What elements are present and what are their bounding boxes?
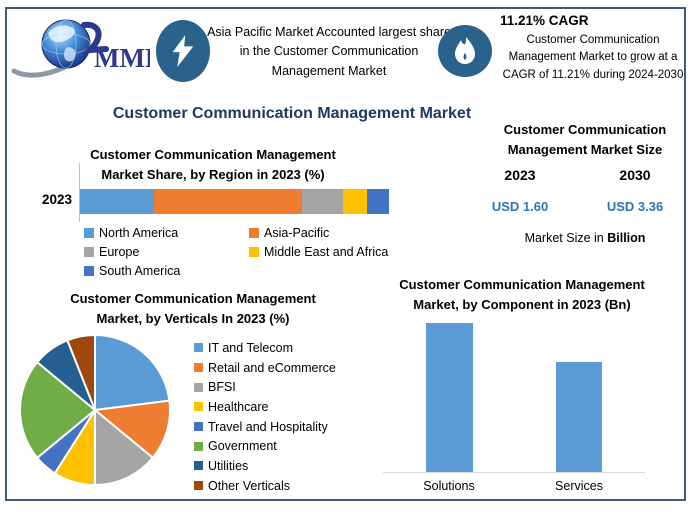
region-bar-segment-europe	[302, 189, 343, 214]
pie-slice-other-verticals	[66, 334, 96, 411]
bar-services	[556, 362, 602, 472]
verticals-pie-chart	[19, 334, 171, 486]
cagr-heading: 11.21% CAGR	[500, 13, 589, 28]
logo-two-swoosh	[81, 21, 109, 54]
page-title: Customer Communication Management Market	[112, 105, 472, 122]
verticals-chart-legend: IT and Telecom Retail and eCommerce BFSI He…	[194, 338, 384, 496]
legend-marker	[194, 343, 203, 353]
legend-marker	[249, 228, 259, 238]
legend-marker	[84, 228, 94, 238]
legend-item-it-and-telecom: IT and Telecom	[194, 338, 384, 358]
legend-marker	[194, 402, 203, 412]
market-size-year-2023: 2023	[504, 167, 536, 183]
pie-slice-government	[19, 361, 96, 459]
region-chart-legend: North America Asia-Pacific Europe Middle Ea…	[84, 226, 414, 278]
legend-marker	[194, 422, 203, 432]
verticals-chart-title: Customer Communication Management Market…	[70, 291, 316, 326]
component-bar-chart	[383, 308, 645, 473]
region-chart-category-label: 2023	[41, 192, 72, 207]
region-bar-segment-north-america	[80, 189, 155, 214]
legend-marker	[84, 266, 94, 276]
cagr-description: Customer Communication Management Market…	[502, 34, 684, 81]
legend-item-europe: Europe	[84, 245, 249, 259]
legend-item-retail-and-ecommerce: Retail and eCommerce	[194, 358, 384, 378]
legend-marker	[194, 441, 203, 451]
legend-label: Government	[208, 439, 277, 454]
header-highlight-text: Asia Pacific Market Accounted largest sh…	[207, 24, 451, 78]
component-chart-title: Customer Communication Management Market…	[399, 277, 645, 312]
legend-item-healthcare: Healthcare	[194, 397, 384, 417]
component-category-solutions: Solutions	[423, 479, 475, 493]
region-bar-segment-asia-pacific	[154, 189, 303, 214]
region-bar-segment-south-america	[367, 189, 389, 214]
legend-marker	[249, 247, 259, 257]
market-size-year-2030: 2030	[619, 167, 651, 183]
legend-label: Middle East and Africa	[264, 245, 389, 259]
market-size-title: Customer Communication Management Market…	[503, 122, 667, 157]
legend-label: Travel and Hospitality	[208, 419, 328, 434]
header-highlight: Asia Pacific Market Accounted largest sh…	[204, 18, 454, 86]
lightning-badge	[156, 20, 210, 82]
market-size-note: Market Size in Billion	[524, 231, 646, 245]
legend-item-north-america: North America	[84, 226, 249, 240]
legend-marker	[194, 382, 203, 392]
logo-text: MMR	[94, 43, 150, 73]
legend-label: IT and Telecom	[208, 340, 294, 355]
region-bar-segment-middle-east-and-africa	[342, 189, 368, 214]
pie-slice-bfsi	[94, 409, 154, 486]
legend-item-asia-pacific: Asia-Pacific	[249, 226, 414, 240]
flame-badge	[438, 25, 492, 77]
legend-item-travel-and-hospitality: Travel and Hospitality	[194, 417, 384, 437]
legend-label: Retail and eCommerce	[208, 360, 336, 375]
legend-marker	[194, 481, 203, 491]
legend-label: Healthcare	[208, 399, 269, 414]
legend-label: BFSI	[208, 380, 236, 395]
legend-marker	[194, 363, 203, 373]
legend-item-middle-east-and-africa: Middle East and Africa	[249, 245, 414, 259]
lightning-icon	[172, 35, 194, 67]
pie-slice-retail-and-ecommerce	[94, 399, 171, 459]
legend-label: Europe	[99, 245, 140, 259]
legend-label: North America	[99, 226, 179, 240]
legend-item-government: Government	[194, 436, 384, 456]
pie-slice-it-and-telecom	[94, 334, 171, 411]
component-category-services: Services	[555, 479, 603, 493]
legend-marker	[194, 461, 203, 471]
legend-label: Other Verticals	[208, 478, 290, 493]
legend-label: Utilities	[208, 458, 249, 473]
legend-marker	[84, 247, 94, 257]
market-size-value-2023: USD 1.60	[491, 199, 549, 214]
legend-item-bfsi: BFSI	[194, 377, 384, 397]
legend-label: South America	[99, 264, 181, 278]
legend-item-other-verticals: Other Verticals	[194, 476, 384, 496]
flame-icon	[455, 37, 475, 64]
mmr-logo: MMR	[11, 19, 150, 78]
legend-item-utilities: Utilities	[194, 456, 384, 476]
region-stacked-bar	[80, 189, 389, 214]
region-chart-title: Customer Communication Management Market…	[90, 147, 336, 182]
legend-label: Asia-Pacific	[264, 226, 330, 240]
market-size-value-2030: USD 3.36	[606, 199, 664, 214]
legend-item-south-america: South America	[84, 264, 249, 278]
region-chart-axis-line	[79, 163, 80, 222]
bar-solutions	[426, 323, 473, 472]
